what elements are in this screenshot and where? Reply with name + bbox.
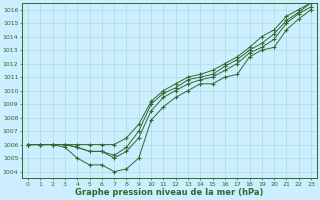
X-axis label: Graphe pression niveau de la mer (hPa): Graphe pression niveau de la mer (hPa) [76, 188, 264, 197]
